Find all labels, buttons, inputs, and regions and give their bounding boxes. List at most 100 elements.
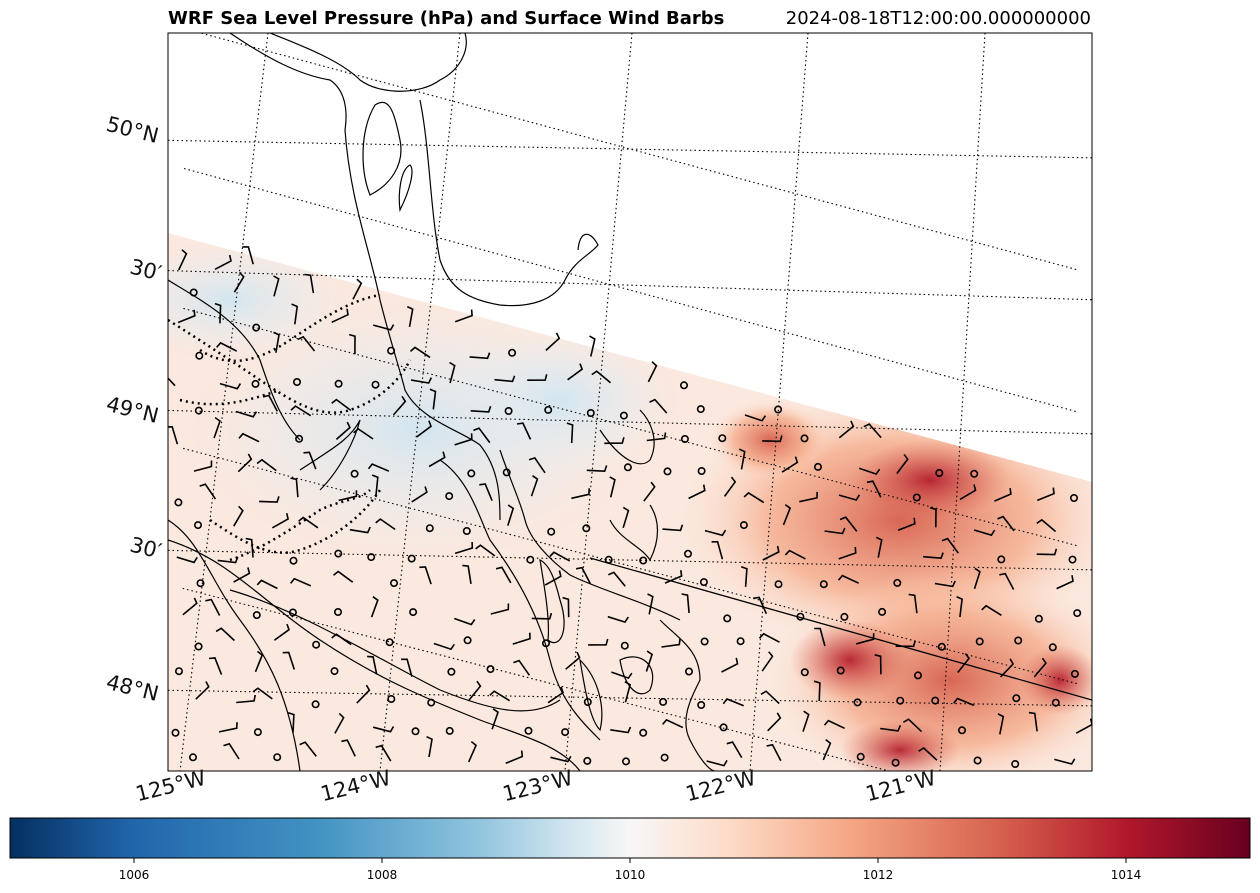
calm-wind-circle — [774, 580, 783, 589]
colorbar-tick-1014: 1014 — [1110, 868, 1142, 882]
calm-wind-circle — [445, 726, 454, 735]
colorbar-tick-1010: 1010 — [614, 868, 646, 882]
wind-barb — [688, 484, 706, 500]
calm-wind-circle — [194, 521, 203, 530]
wind-barb — [238, 432, 260, 443]
wind-barb — [454, 541, 474, 555]
wind-barb — [303, 451, 317, 470]
calm-wind-circle — [696, 405, 705, 414]
wind-barb — [290, 477, 299, 498]
wind-barb — [168, 376, 176, 387]
calm-wind-circle — [1068, 555, 1077, 564]
calm-wind-circle — [739, 521, 748, 530]
wind-barb — [997, 713, 1005, 735]
wind-barb — [371, 474, 379, 496]
wind-barb — [199, 483, 217, 500]
wind-barb — [205, 598, 221, 616]
wind-barb — [406, 305, 414, 328]
calm-wind-circle — [544, 405, 553, 414]
calm-wind-circle — [973, 756, 982, 765]
wind-barb — [839, 516, 858, 532]
wind-barb — [419, 566, 432, 585]
wind-barb — [213, 416, 221, 439]
wind-barb — [622, 506, 630, 529]
wind-barb — [233, 567, 251, 583]
wind-barb — [259, 496, 280, 503]
wind-barb — [235, 410, 258, 418]
calm-wind-circle — [582, 524, 591, 533]
wind-barb — [331, 308, 349, 324]
wind-barb — [233, 505, 244, 527]
wind-barb — [411, 486, 428, 503]
calm-wind-circle — [504, 406, 513, 415]
wind-barb — [367, 463, 390, 472]
calm-wind-circle — [1014, 636, 1023, 645]
wind-barb — [375, 744, 392, 762]
wind-barb — [1036, 548, 1058, 556]
wind-barb — [604, 437, 625, 445]
calm-wind-circle — [700, 637, 709, 646]
wind-barb — [1036, 487, 1055, 502]
calm-wind-circle — [796, 612, 805, 621]
wind-barb — [495, 566, 512, 584]
wind-barb — [273, 623, 290, 641]
calm-wind-circle — [194, 406, 203, 415]
wind-barb — [454, 617, 476, 626]
calm-wind-circle — [679, 381, 688, 390]
calm-wind-circle — [251, 379, 260, 388]
wind-barb — [494, 375, 516, 383]
wind-barb — [1028, 711, 1038, 732]
wind-barb — [923, 552, 944, 560]
wind-barb — [649, 398, 668, 414]
calm-wind-circle — [970, 469, 979, 478]
wind-barb — [353, 427, 374, 440]
calm-wind-circle — [1011, 759, 1020, 768]
wind-barb — [490, 603, 510, 615]
wind-barb — [726, 741, 743, 759]
wind-barb — [609, 476, 616, 498]
wind-barb — [662, 524, 684, 532]
calm-wind-circle — [1070, 493, 1079, 502]
wind-barb — [645, 650, 654, 672]
calm-wind-circle — [912, 493, 921, 502]
map-title: WRF Sea Level Pressure (hPa) and Surface… — [168, 8, 725, 29]
wind-barb — [218, 722, 238, 733]
wind-barb — [575, 566, 592, 584]
wind-barb — [822, 738, 832, 761]
wind-barb — [762, 435, 783, 443]
calm-wind-circle — [800, 668, 809, 677]
wind-barb — [823, 719, 845, 730]
wind-barb — [528, 456, 546, 474]
wind-barb — [781, 456, 799, 473]
wind-barb — [610, 726, 632, 734]
wind-barb — [356, 684, 371, 704]
graticule — [168, 33, 1092, 771]
calm-wind-circle — [878, 607, 887, 616]
wind-barb — [897, 517, 916, 532]
calm-wind-circle — [411, 727, 420, 736]
wind-barb — [550, 755, 572, 763]
wind-barb — [410, 377, 433, 384]
calm-wind-circle — [508, 348, 517, 357]
calm-wind-circle — [292, 377, 301, 386]
calm-wind-circle — [387, 346, 396, 355]
wind-barb — [566, 422, 574, 444]
calm-wind-circle — [333, 607, 342, 616]
calm-wind-circle — [913, 671, 922, 680]
wind-barb — [814, 627, 826, 647]
wind-barb — [469, 352, 491, 360]
wind-barb — [973, 567, 981, 590]
wind-barb — [711, 541, 724, 560]
wind-barb — [454, 309, 473, 323]
wind-barb — [607, 571, 626, 587]
wind-barb — [981, 604, 1002, 616]
wind-barb — [304, 273, 315, 294]
wind-barb — [824, 527, 846, 535]
wind-barb — [429, 388, 437, 410]
wind-barb — [1056, 575, 1074, 590]
calm-wind-circle — [684, 667, 693, 676]
wind-barb — [338, 490, 358, 502]
wind-barb — [331, 398, 352, 412]
wind-barb — [298, 516, 319, 529]
wind-barb — [473, 427, 491, 444]
